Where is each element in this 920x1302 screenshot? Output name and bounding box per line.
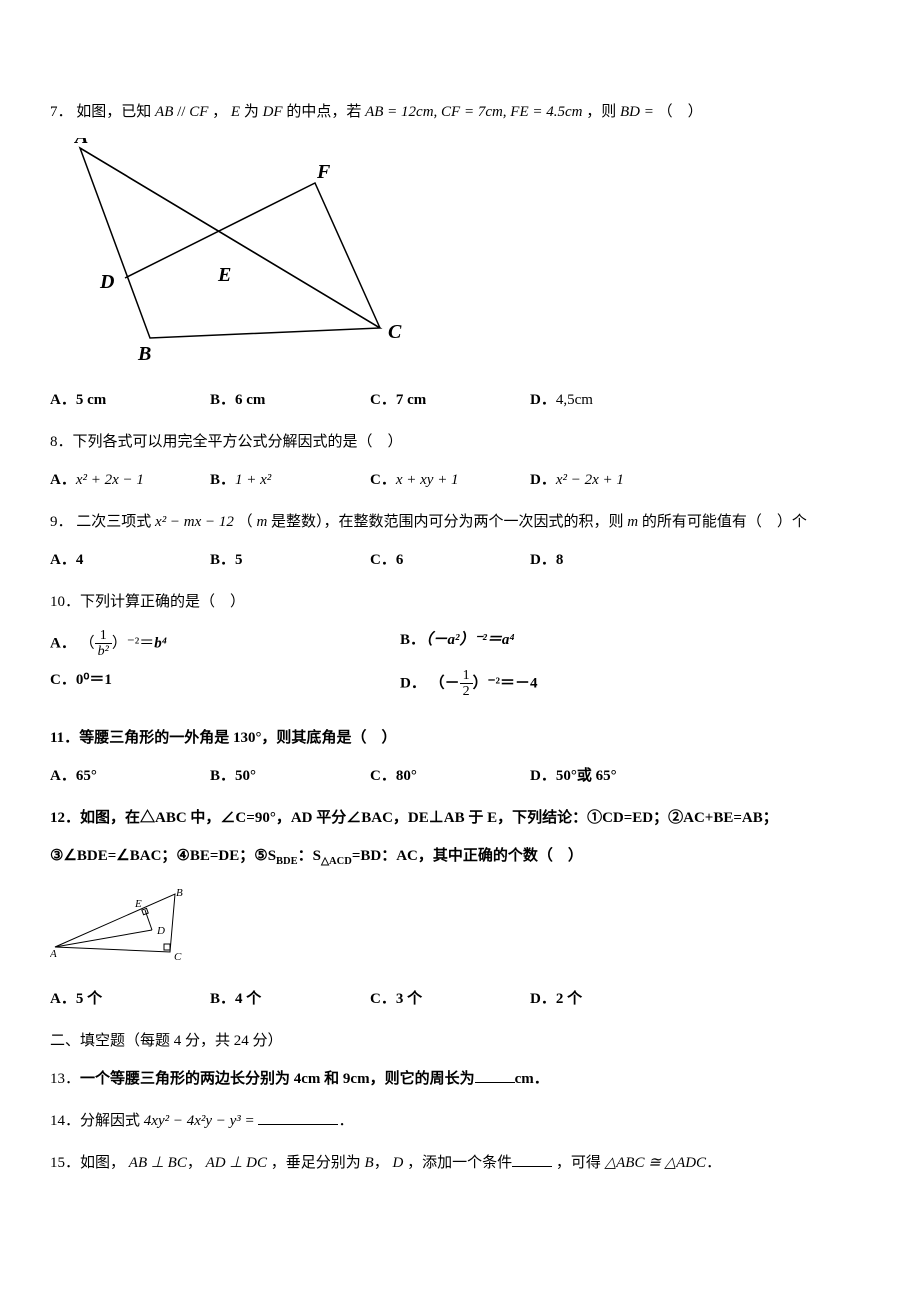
question-7: 7． 如图，已知 AB // CF ， E 为 DF 的中点，若 AB = 12…	[50, 100, 870, 412]
q7-opt-A: A．5 cm	[50, 388, 210, 412]
q15-stem: 15．如图， AB ⊥ BC， AD ⊥ DC ，垂足分别为 B， D ，添加一…	[50, 1151, 870, 1175]
question-8: 8．下列各式可以用完全平方公式分解因式的是（ ） A．x² + 2x − 1 B…	[50, 430, 870, 492]
section-2-title: 二、填空题（每题 4 分，共 24 分）	[50, 1029, 870, 1053]
q11-opt-C: C．80°	[370, 764, 530, 788]
svg-text:C: C	[174, 951, 182, 963]
q8-opt-D: D．x² − 2x + 1	[530, 468, 690, 492]
label-D: D	[99, 271, 114, 293]
q8-opt-B: B．1 + x²	[210, 468, 370, 492]
q11-stem: 11．等腰三角形的一外角是 130°，则其底角是（ ）	[50, 726, 870, 750]
q10-stem: 10．下列计算正确的是（ ）	[50, 590, 870, 614]
q12-line1: 12．如图，在△ABC 中，∠C=90°，AD 平分∠BAC，DE⊥AB 于 E…	[50, 806, 870, 830]
q11-opt-B: B．50°	[210, 764, 370, 788]
q11-opt-D: D．50°或 65°	[530, 764, 690, 788]
blank-13	[475, 1068, 515, 1083]
label-F: F	[316, 161, 331, 183]
q9-opt-B: B．5	[210, 548, 370, 572]
label-E: E	[217, 264, 231, 286]
svg-text:D: D	[156, 925, 165, 937]
q7-opt-B: B．6 cm	[210, 388, 370, 412]
q7-diagram: A B C D E F	[50, 138, 420, 368]
q7-stem: 7． 如图，已知 AB // CF ， E 为 DF 的中点，若 AB = 12…	[50, 100, 870, 124]
q8-options: A．x² + 2x − 1 B．1 + x² C．x + xy + 1 D．x²…	[50, 468, 870, 492]
svg-text:B: B	[176, 887, 183, 899]
question-11: 11．等腰三角形的一外角是 130°，则其底角是（ ） A．65° B．50° …	[50, 726, 870, 788]
q9-opt-C: C．6	[370, 548, 530, 572]
label-C: C	[388, 321, 402, 343]
q10-opt-A: A． （1b²）⁻²＝b⁴	[50, 628, 400, 660]
q11-opt-A: A．65°	[50, 764, 210, 788]
svg-text:A: A	[50, 948, 57, 960]
q7-num: 7．	[50, 104, 73, 120]
q10-options: A． （1b²）⁻²＝b⁴ B．（－a²）⁻²＝a⁴ C．0⁰＝1 D． （－1…	[50, 628, 870, 708]
q12-opt-C: C．3 个	[370, 987, 530, 1011]
q9-options: A．4 B．5 C．6 D．8	[50, 548, 870, 572]
question-9: 9． 二次三项式 x² − mx − 12 （ m 是整数），在整数范围内可分为…	[50, 510, 870, 572]
q12-opt-A: A．5 个	[50, 987, 210, 1011]
q8-opt-C: C．x + xy + 1	[370, 468, 530, 492]
q7-opt-C: C．7 cm	[370, 388, 530, 412]
blank-15	[512, 1152, 552, 1167]
q7-options: A．5 cm B．6 cm C．7 cm D．4,5cm	[50, 388, 870, 412]
question-15: 15．如图， AB ⊥ BC， AD ⊥ DC ，垂足分别为 B， D ，添加一…	[50, 1151, 870, 1175]
q13-stem: 13．一个等腰三角形的两边长分别为 4cm 和 9cm，则它的周长为cm．	[50, 1067, 870, 1091]
q8-stem: 8．下列各式可以用完全平方公式分解因式的是（ ）	[50, 430, 870, 454]
q9-opt-D: D．8	[530, 548, 690, 572]
question-10: 10．下列计算正确的是（ ） A． （1b²）⁻²＝b⁴ B．（－a²）⁻²＝a…	[50, 590, 870, 708]
label-B: B	[137, 343, 151, 365]
q12-diagram: A B C D E	[50, 882, 190, 967]
q12-opt-B: B．4 个	[210, 987, 370, 1011]
svg-text:E: E	[134, 898, 142, 910]
q9-stem: 9． 二次三项式 x² − mx − 12 （ m 是整数），在整数范围内可分为…	[50, 510, 870, 534]
q10-opt-B: B．（－a²）⁻²＝a⁴	[400, 628, 750, 660]
q12-options: A．5 个 B．4 个 C．3 个 D．2 个	[50, 987, 870, 1011]
q11-options: A．65° B．50° C．80° D．50°或 65°	[50, 764, 870, 788]
q10-opt-D: D． （－12）⁻²＝－4	[400, 668, 750, 700]
blank-14	[258, 1110, 338, 1125]
q12-opt-D: D．2 个	[530, 987, 690, 1011]
question-14: 14．分解因式 4xy² − 4x²y − y³ = ．	[50, 1109, 870, 1133]
q14-stem: 14．分解因式 4xy² − 4x²y − y³ = ．	[50, 1109, 870, 1133]
q10-opt-C: C．0⁰＝1	[50, 668, 400, 700]
label-A: A	[73, 138, 88, 148]
q9-opt-A: A．4	[50, 548, 210, 572]
q7-opt-D: D．4,5cm	[530, 388, 690, 412]
question-13: 13．一个等腰三角形的两边长分别为 4cm 和 9cm，则它的周长为cm．	[50, 1067, 870, 1091]
q8-opt-A: A．x² + 2x − 1	[50, 468, 210, 492]
q12-line2: ③∠BDE=∠BAC；④BE=DE；⑤SBDE：S△ACD=BD：AC，其中正确…	[50, 844, 870, 868]
question-12: 12．如图，在△ABC 中，∠C=90°，AD 平分∠BAC，DE⊥AB 于 E…	[50, 806, 870, 1011]
